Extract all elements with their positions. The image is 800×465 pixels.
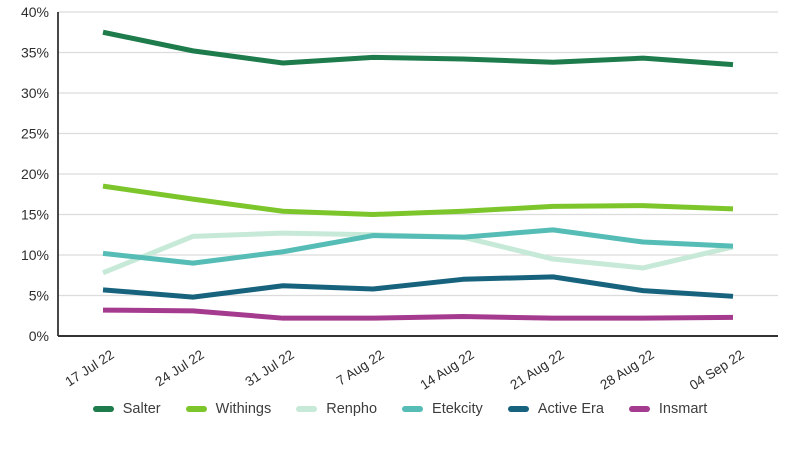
series-line-active-era	[102, 274, 734, 300]
line-chart-svg: 0% 5% 10% 15% 20% 25% 30% 35% 40% 17 Jul 22 24 Jul…	[21, 4, 778, 393]
legend-item-insmart: Insmart	[628, 401, 708, 417]
x-axis-tick-label: 17 Jul 22	[63, 347, 117, 389]
y-axis-tick-label: 35%	[21, 45, 49, 61]
legend-swatch-icon	[402, 406, 424, 412]
series-line-insmart	[102, 307, 734, 321]
legend-swatch-icon	[185, 406, 207, 412]
x-axis-tick-label: 04 Sep 22	[687, 347, 747, 393]
legend-item-active-era: Active Era	[507, 401, 604, 417]
x-axis-tick-label: 21 Aug 22	[507, 347, 566, 393]
x-axis-tick-label: 7 Aug 22	[334, 347, 387, 389]
legend-swatch-icon	[628, 406, 650, 412]
legend-item-withings: Withings	[185, 401, 272, 417]
y-axis-tick-label: 15%	[21, 207, 49, 223]
y-axis-tick-label: 10%	[21, 247, 49, 263]
series-line-etekcity	[102, 227, 734, 266]
legend-label: Insmart	[658, 401, 708, 417]
legend-swatch-icon	[507, 406, 529, 412]
legend-swatch-icon	[92, 406, 114, 412]
legend-label: Active Era	[537, 401, 604, 417]
legend-label: Withings	[215, 401, 272, 417]
legend-label: Renpho	[326, 401, 378, 417]
legend-item-etekcity: Etekcity	[402, 401, 483, 417]
legend-item-renpho: Renpho	[296, 401, 377, 417]
y-axis-tick-label: 20%	[21, 166, 49, 182]
chart-legend: Salter Withings Renpho Etekcity Active Era In…	[0, 401, 800, 417]
x-axis-tick-label: 14 Aug 22	[417, 347, 476, 393]
legend-label: Etekcity	[432, 401, 483, 417]
legend-swatch-icon	[296, 406, 318, 412]
x-axis-tick-label: 24 Jul 22	[153, 347, 207, 389]
legend-label: Salter	[122, 401, 161, 417]
x-axis-tick-label: 28 Aug 22	[597, 347, 656, 393]
legend-item-salter: Salter	[92, 401, 161, 417]
y-axis-tick-label: 40%	[21, 4, 49, 20]
y-axis-tick-label: 5%	[29, 288, 49, 304]
y-axis-tick-label: 30%	[21, 85, 49, 101]
series-line-salter	[102, 29, 734, 68]
x-axis-tick-label: 31 Jul 22	[243, 347, 297, 389]
y-axis-tick-label: 25%	[21, 126, 49, 142]
series-line-withings	[102, 183, 734, 217]
y-axis-tick-label: 0%	[29, 328, 49, 344]
